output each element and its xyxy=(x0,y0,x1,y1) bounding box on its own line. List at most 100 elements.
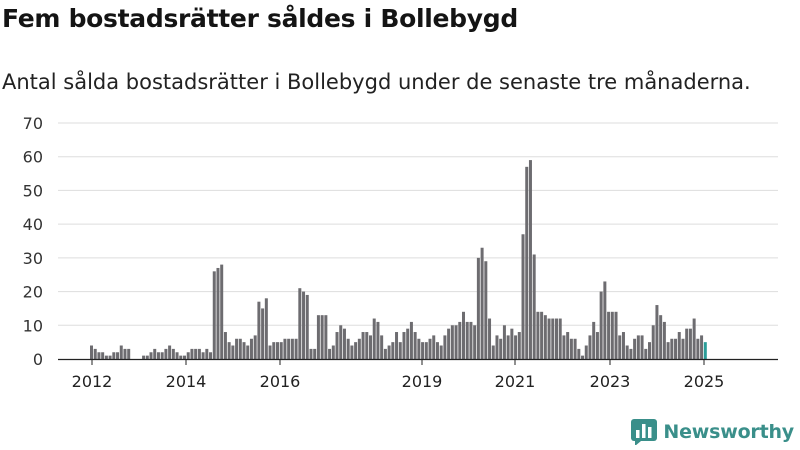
x-tick-label: 2012 xyxy=(72,372,113,391)
brand-logo[interactable]: Newsworthy xyxy=(631,419,794,445)
bar xyxy=(108,355,112,359)
bar xyxy=(670,338,674,359)
bar xyxy=(517,332,521,359)
bar xyxy=(681,338,685,359)
bar xyxy=(685,328,689,359)
bar xyxy=(462,311,465,359)
bar xyxy=(361,332,365,359)
bar xyxy=(443,335,447,359)
bar xyxy=(588,335,592,359)
bar xyxy=(413,332,417,359)
bar xyxy=(484,261,488,359)
bar xyxy=(216,267,220,359)
bar xyxy=(264,298,268,359)
x-tick-label: 2025 xyxy=(684,372,725,391)
bar xyxy=(610,311,614,359)
bar xyxy=(551,318,555,359)
bar xyxy=(235,338,239,359)
bar xyxy=(573,338,577,359)
bar xyxy=(555,318,558,359)
bar xyxy=(238,338,242,359)
bar xyxy=(428,338,432,359)
bar xyxy=(205,348,209,359)
bar xyxy=(648,342,651,359)
bar xyxy=(90,345,93,359)
bar xyxy=(223,332,227,359)
bar xyxy=(506,335,510,359)
bar xyxy=(261,308,265,359)
bar xyxy=(194,348,198,359)
bar xyxy=(480,247,484,359)
bar xyxy=(655,305,659,359)
bar xyxy=(372,318,376,359)
bar xyxy=(324,315,328,359)
bar xyxy=(439,345,443,359)
bar xyxy=(168,345,172,359)
bar xyxy=(510,328,514,359)
bar xyxy=(499,338,503,359)
bar xyxy=(101,352,105,359)
bar xyxy=(283,338,287,359)
bar xyxy=(179,355,183,359)
bar xyxy=(525,166,529,359)
bar xyxy=(309,348,313,359)
bar xyxy=(495,335,499,359)
bar xyxy=(569,338,573,359)
bar xyxy=(547,318,551,359)
bar xyxy=(558,318,562,359)
bar xyxy=(276,342,279,359)
bar xyxy=(149,352,153,359)
bar xyxy=(153,348,157,359)
bar xyxy=(395,332,399,359)
bar xyxy=(127,348,131,359)
bar xyxy=(387,345,391,359)
bar xyxy=(316,315,320,359)
bar xyxy=(186,352,190,359)
y-tick-label: 30 xyxy=(23,249,43,268)
bar xyxy=(625,345,629,359)
bar xyxy=(290,338,294,359)
bar xyxy=(488,318,492,359)
y-tick-label: 50 xyxy=(23,181,43,200)
bar xyxy=(577,348,581,359)
bar xyxy=(421,342,425,359)
bar xyxy=(350,345,354,359)
bar xyxy=(450,325,454,359)
bar xyxy=(398,342,402,359)
highlight-bar xyxy=(703,342,707,359)
bar xyxy=(528,160,532,359)
bar xyxy=(97,352,101,359)
bar xyxy=(164,348,168,359)
bar xyxy=(435,342,439,359)
y-tick-label: 40 xyxy=(23,215,43,234)
bar xyxy=(592,321,596,359)
bar xyxy=(212,271,216,359)
bar xyxy=(257,301,261,359)
brand-name: Newsworthy xyxy=(663,421,794,443)
bar xyxy=(302,291,306,359)
bar xyxy=(220,264,224,359)
bar xyxy=(183,355,186,359)
bar xyxy=(458,321,462,359)
bar xyxy=(700,335,704,359)
bar xyxy=(409,321,413,359)
bar xyxy=(406,328,410,359)
bar xyxy=(190,348,194,359)
y-tick-label: 70 xyxy=(23,114,43,133)
bar xyxy=(633,338,637,359)
bar xyxy=(123,348,127,359)
bar xyxy=(644,348,648,359)
bar xyxy=(354,342,358,359)
bar xyxy=(696,338,700,359)
bar xyxy=(383,348,387,359)
bar xyxy=(614,311,618,359)
bar xyxy=(666,342,670,359)
bar xyxy=(469,321,473,359)
bar xyxy=(607,311,611,359)
bar xyxy=(599,291,603,359)
bar xyxy=(369,335,372,359)
bar xyxy=(209,352,213,359)
bar xyxy=(417,338,421,359)
bar xyxy=(476,257,480,359)
